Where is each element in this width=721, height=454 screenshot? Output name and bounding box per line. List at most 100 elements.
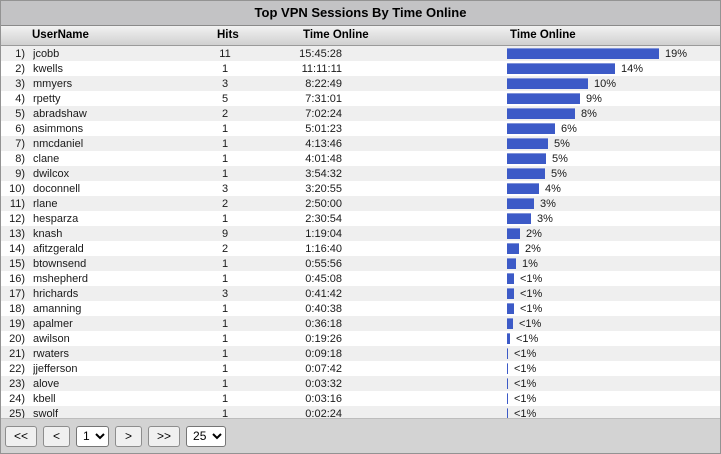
hits-cell: 1 bbox=[221, 332, 229, 345]
time-online-cell: 0:40:38 bbox=[305, 302, 342, 315]
percent-label: <1% bbox=[516, 332, 539, 345]
hits-cell: 3 bbox=[221, 77, 229, 90]
time-online-bar bbox=[507, 213, 531, 224]
first-page-button[interactable]: << bbox=[5, 425, 38, 447]
page-select[interactable]: 1 bbox=[76, 425, 110, 447]
time-online-bar bbox=[507, 348, 508, 359]
row-rank: 3) bbox=[15, 77, 25, 90]
table-row: 10) doconnell 3 3:20:55 4% bbox=[1, 181, 720, 196]
time-online-bar-cell: 6% bbox=[507, 123, 577, 135]
percent-label: 5% bbox=[554, 137, 570, 150]
row-rank: 11) bbox=[9, 197, 25, 210]
percent-label: 19% bbox=[665, 47, 688, 60]
username-cell: hesparza bbox=[33, 212, 79, 225]
table-row: 16) mshepherd 1 0:45:08 <1% bbox=[1, 271, 720, 286]
time-online-bar-cell: <1% bbox=[507, 363, 536, 375]
percent-label: 5% bbox=[552, 152, 568, 165]
time-online-cell: 3:54:32 bbox=[305, 167, 342, 180]
hits-cell: 1 bbox=[221, 257, 229, 270]
percent-label: 6% bbox=[561, 122, 577, 135]
username-cell: mshepherd bbox=[33, 272, 89, 285]
percent-label: 9% bbox=[586, 92, 602, 105]
percent-label: 2% bbox=[525, 242, 541, 255]
table-header-row: UserName Hits Time Online Time Online bbox=[1, 26, 720, 46]
time-online-cell: 0:36:18 bbox=[305, 317, 342, 330]
table-row: 9) dwilcox 1 3:54:32 5% bbox=[1, 166, 720, 181]
time-online-cell: 1:19:04 bbox=[305, 227, 342, 240]
time-online-bar bbox=[507, 168, 545, 179]
time-online-bar bbox=[507, 363, 508, 374]
username-cell: knash bbox=[33, 227, 63, 240]
time-online-bar bbox=[507, 153, 546, 164]
table-row: 4) rpetty 5 7:31:01 9% bbox=[1, 91, 720, 106]
time-online-bar-cell: 2% bbox=[507, 228, 542, 240]
table-row: 11) rlane 2 2:50:00 3% bbox=[1, 196, 720, 211]
hits-cell: 1 bbox=[221, 377, 229, 390]
table-row: 19) apalmer 1 0:36:18 <1% bbox=[1, 316, 720, 331]
percent-label: <1% bbox=[519, 317, 542, 330]
time-online-bar-cell: 3% bbox=[507, 198, 556, 210]
time-online-cell: 3:20:55 bbox=[305, 182, 342, 195]
time-online-cell: 0:41:42 bbox=[305, 287, 342, 300]
time-online-cell: 5:01:23 bbox=[305, 122, 342, 135]
time-online-bar bbox=[507, 183, 539, 194]
row-rank: 21) bbox=[9, 347, 25, 360]
percent-label: 3% bbox=[540, 197, 556, 210]
hits-cell: 9 bbox=[221, 227, 229, 240]
username-cell: jcobb bbox=[33, 47, 60, 60]
time-online-bar bbox=[507, 378, 508, 389]
table-row: 21) rwaters 1 0:09:18 <1% bbox=[1, 346, 720, 361]
time-online-bar-cell: <1% bbox=[507, 333, 538, 345]
row-rank: 16) bbox=[9, 272, 25, 285]
time-online-cell: 4:01:48 bbox=[305, 152, 342, 165]
time-online-bar-cell: <1% bbox=[507, 303, 542, 315]
time-online-bar-cell: 9% bbox=[507, 93, 602, 105]
time-online-bar bbox=[507, 48, 659, 59]
table-row: 15) btownsend 1 0:55:56 1% bbox=[1, 256, 720, 271]
time-online-bar bbox=[507, 243, 519, 254]
percent-label: <1% bbox=[520, 287, 543, 300]
time-online-bar bbox=[507, 108, 575, 119]
time-online-bar-cell: 1% bbox=[507, 258, 538, 270]
prev-page-button[interactable]: < bbox=[43, 425, 71, 447]
username-cell: swolf bbox=[33, 407, 59, 420]
table-row: 20) awilson 1 0:19:26 <1% bbox=[1, 331, 720, 346]
username-cell: abradshaw bbox=[33, 107, 87, 120]
page-size-select[interactable]: 25 bbox=[186, 425, 227, 447]
hits-cell: 3 bbox=[221, 287, 229, 300]
percent-label: <1% bbox=[520, 302, 543, 315]
username-cell: kbell bbox=[33, 392, 56, 405]
row-rank: 17) bbox=[9, 287, 25, 300]
time-online-bar bbox=[507, 333, 510, 344]
percent-label: 5% bbox=[551, 167, 567, 180]
row-rank: 9) bbox=[15, 167, 25, 180]
username-cell: clane bbox=[33, 152, 60, 165]
time-online-bar bbox=[507, 258, 516, 269]
time-online-bar bbox=[507, 123, 555, 134]
time-online-bar bbox=[507, 198, 534, 209]
time-online-cell: 4:13:46 bbox=[305, 137, 342, 150]
page-title: Top VPN Sessions By Time Online bbox=[254, 5, 467, 20]
table-row: 3) mmyers 3 8:22:49 10% bbox=[1, 76, 720, 91]
time-online-bar bbox=[507, 93, 580, 104]
time-online-cell: 7:02:24 bbox=[305, 107, 342, 120]
time-online-bar-cell: <1% bbox=[507, 393, 536, 405]
last-page-button[interactable]: >> bbox=[148, 425, 181, 447]
hits-cell: 2 bbox=[221, 242, 229, 255]
time-online-cell: 11:11:11 bbox=[301, 62, 342, 75]
percent-label: 3% bbox=[537, 212, 553, 225]
username-cell: btownsend bbox=[33, 257, 87, 270]
percent-label: <1% bbox=[514, 407, 537, 420]
table-row: 7) nmcdaniel 1 4:13:46 5% bbox=[1, 136, 720, 151]
column-header-username: UserName bbox=[32, 29, 89, 41]
time-online-bar-cell: 2% bbox=[507, 243, 541, 255]
username-cell: rlane bbox=[33, 197, 58, 210]
row-rank: 7) bbox=[15, 137, 25, 150]
time-online-bar bbox=[507, 303, 514, 314]
percent-label: 4% bbox=[545, 182, 561, 195]
next-page-button[interactable]: > bbox=[115, 425, 143, 447]
time-online-cell: 15:45:28 bbox=[299, 47, 342, 60]
table-row: 12) hesparza 1 2:30:54 3% bbox=[1, 211, 720, 226]
row-rank: 13) bbox=[9, 227, 25, 240]
